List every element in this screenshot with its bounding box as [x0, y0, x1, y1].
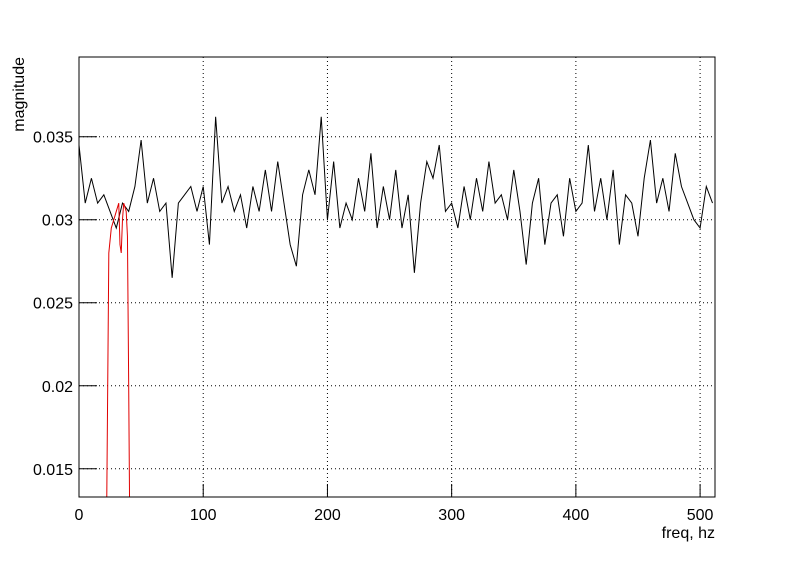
plot-area: [79, 116, 713, 497]
frame: [78, 56, 716, 498]
y-tick-label: 0.035: [33, 130, 73, 147]
series-line: [106, 202, 131, 497]
y-tick-label: 0.03: [42, 213, 73, 230]
x-tick-label: 300: [438, 507, 465, 524]
ticks: 0 100 200 300 400 500 0.015 0.02 0.025 0.03 0.035: [33, 130, 714, 524]
y-tick-label: 0.025: [33, 296, 73, 313]
x-tick-label: 400: [563, 507, 590, 524]
series-line: [79, 116, 713, 278]
y-tick-label: 0.02: [42, 379, 73, 396]
x-tick-label: 500: [687, 507, 714, 524]
y-axis-label: magnitude: [11, 57, 28, 132]
x-tick-label: 100: [190, 507, 217, 524]
x-axis-label: freq, hz: [662, 525, 715, 542]
x-tick-label: 200: [314, 507, 341, 524]
y-tick-label: 0.015: [33, 462, 73, 479]
x-tick-label: 0: [75, 507, 84, 524]
